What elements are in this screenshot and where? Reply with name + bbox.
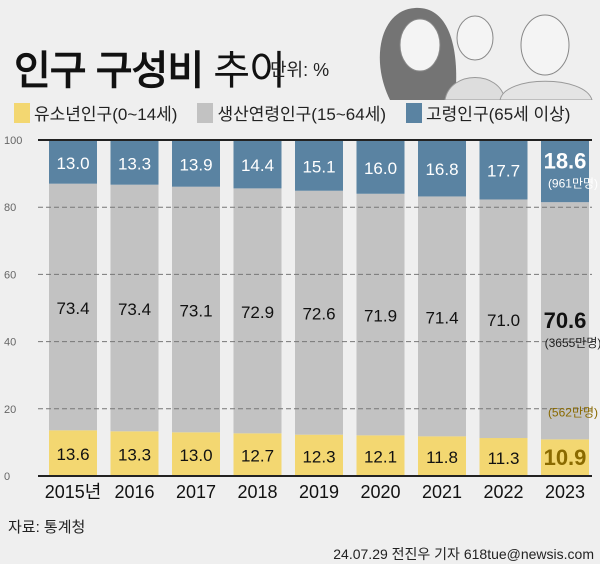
y-tick-label: 80 <box>4 202 16 214</box>
data-label: 15.1 <box>302 157 335 176</box>
data-label: 12.1 <box>364 448 397 467</box>
data-label: 71.4 <box>425 308 458 327</box>
bar-elderly <box>418 140 466 197</box>
data-label: 10.9 <box>544 445 587 470</box>
x-tick-label: 2021 <box>422 482 462 502</box>
legend-working: 생산연령인구(15~64세) <box>197 100 386 125</box>
legend-swatch-elderly <box>406 102 423 123</box>
bar-youth <box>172 432 220 476</box>
bar-elderly <box>110 140 159 185</box>
bar-youth <box>110 431 159 476</box>
unit-label: 단위: % <box>270 60 330 80</box>
bar-working <box>233 188 282 434</box>
data-label: 13.0 <box>179 446 212 465</box>
bar-working <box>479 199 528 439</box>
y-tick-label: 20 <box>4 404 16 416</box>
x-tick-label: 2015년 <box>45 482 102 502</box>
legend-swatch-youth <box>14 102 30 123</box>
legend-youth: 유소년인구(0~14세) <box>14 100 177 125</box>
x-tick-label: 2018 <box>237 482 277 502</box>
bar-working <box>49 183 97 431</box>
bar-working <box>541 202 589 440</box>
bar-elderly <box>233 140 282 189</box>
bar-working <box>172 186 220 433</box>
legend-label: 생산연령인구(15~64세) <box>217 105 387 124</box>
y-tick-label: 40 <box>4 337 16 349</box>
data-label: 11.8 <box>426 448 458 467</box>
x-tick-label: 2022 <box>483 482 523 502</box>
legend-elderly: 고령인구(65세 이상) <box>406 100 570 125</box>
x-tick-label: 2020 <box>360 482 400 502</box>
data-label: 13.6 <box>56 445 89 464</box>
bar-elderly <box>172 140 220 187</box>
bar-youth <box>295 434 343 476</box>
chart-title: 인구 구성비 추이 <box>14 38 286 96</box>
bar-elderly <box>295 140 343 191</box>
data-label: 73.1 <box>179 302 212 321</box>
legend-swatch-working <box>197 102 214 123</box>
bar-elderly <box>356 140 405 194</box>
bar-elderly <box>541 139 589 203</box>
data-label: 72.9 <box>241 303 274 322</box>
y-tick-label: 0 <box>4 471 10 483</box>
annotation-youth: (562만명) <box>548 405 598 419</box>
annotation-elderly: (961만명) <box>548 177 598 191</box>
data-label: 11.3 <box>488 449 520 468</box>
data-label: 70.6 <box>544 308 587 333</box>
bar-youth <box>418 436 466 476</box>
bar-working <box>110 184 159 432</box>
x-tick-label: 2016 <box>114 482 154 502</box>
x-tick-label: 2019 <box>299 482 339 502</box>
bar-youth <box>356 435 405 476</box>
credit: 24.07.29 전진우 기자 618tue@newsis.com <box>333 546 594 562</box>
annotation-working: (3655만명) <box>545 336 600 350</box>
data-label: 73.4 <box>56 299 89 318</box>
data-label: 13.3 <box>118 446 151 465</box>
bar-youth <box>233 433 282 476</box>
source: 자료: 통계청 <box>8 519 86 536</box>
title-light: 추이 <box>213 49 286 93</box>
title-main: 인구 구성비 <box>14 49 204 93</box>
bar-elderly <box>479 140 528 200</box>
x-tick-label: 2017 <box>176 482 216 502</box>
data-label: 13.3 <box>118 154 151 173</box>
bar-youth <box>479 438 528 476</box>
legend: 유소년인구(0~14세) 생산연령인구(15~64세) 고령인구(65세 이상) <box>14 100 570 125</box>
data-label: 71.9 <box>364 307 397 326</box>
bar-elderly <box>49 140 97 184</box>
data-label: 16.8 <box>425 160 458 179</box>
data-label: 14.4 <box>241 156 274 175</box>
data-label: 13.0 <box>56 154 89 173</box>
people-illustration <box>379 7 593 100</box>
bar-working <box>295 190 343 435</box>
bar-youth <box>49 430 97 476</box>
data-label: 16.0 <box>364 159 397 178</box>
legend-label: 유소년인구(0~14세) <box>34 105 178 124</box>
y-tick-label: 100 <box>4 135 22 147</box>
x-tick-label: 2023 <box>545 482 585 502</box>
data-label: 72.6 <box>302 305 335 324</box>
data-label: 13.9 <box>179 155 212 174</box>
data-label: 73.4 <box>118 300 151 319</box>
y-tick-label: 60 <box>4 269 16 281</box>
data-label: 12.3 <box>302 447 335 466</box>
bar-youth <box>541 439 589 476</box>
data-label: 12.7 <box>241 447 274 466</box>
bar-working <box>356 193 405 436</box>
data-label: 71.0 <box>487 311 520 330</box>
legend-label: 고령인구(65세 이상) <box>426 105 571 124</box>
bar-working <box>418 196 466 437</box>
data-label: 18.6 <box>544 149 587 174</box>
data-label: 17.7 <box>487 162 520 181</box>
